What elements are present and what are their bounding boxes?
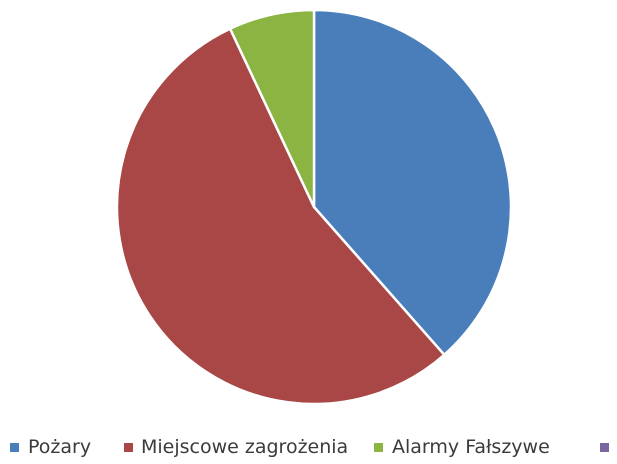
legend: Pożary Miejscowe zagrożenia Alarmy Fałsz… xyxy=(10,436,609,458)
legend-label-miejscowe-zagrozenia: Miejscowe zagrożenia xyxy=(141,436,348,458)
legend-item-4 xyxy=(600,443,609,452)
legend-label-alarmy-falszywe: Alarmy Fałszywe xyxy=(392,436,550,458)
pie-slices xyxy=(115,8,513,406)
legend-swatch-miejscowe-zagrozenia xyxy=(124,443,133,452)
pie-slice-2 xyxy=(228,8,316,209)
legend-item-miejscowe-zagrozenia: Miejscowe zagrożenia xyxy=(124,436,348,458)
legend-swatch-4 xyxy=(600,443,609,452)
pie-slice-0 xyxy=(312,8,513,357)
legend-swatch-alarmy-falszywe xyxy=(374,443,383,452)
pie-slice-1 xyxy=(115,27,446,406)
legend-swatch-pozary xyxy=(10,443,19,452)
legend-label-pozary: Pożary xyxy=(28,436,91,458)
legend-item-pozary: Pożary xyxy=(10,436,91,458)
legend-item-alarmy-falszywe: Alarmy Fałszywe xyxy=(374,436,550,458)
